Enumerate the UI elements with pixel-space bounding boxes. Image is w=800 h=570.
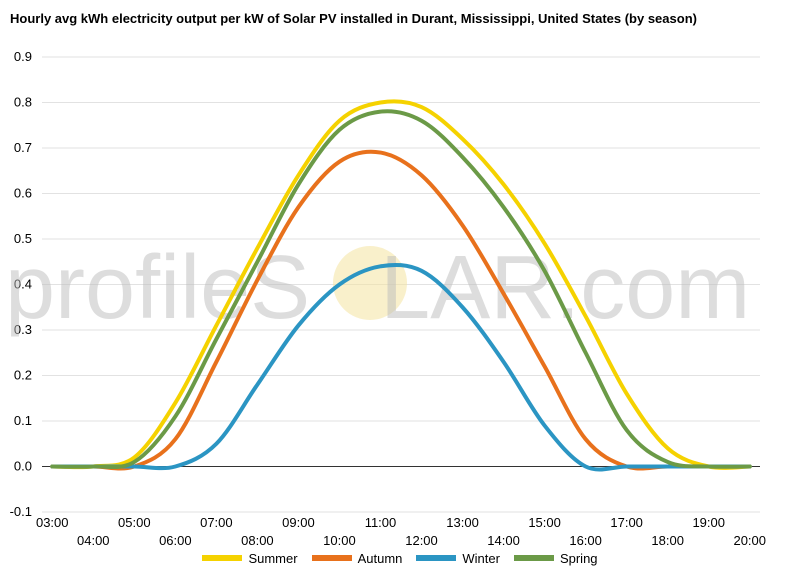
legend-swatch bbox=[513, 555, 554, 561]
x-tick-label: 20:00 bbox=[733, 533, 766, 548]
series-line-winter bbox=[50, 262, 752, 472]
x-tick-label: 19:00 bbox=[692, 515, 725, 530]
watermark-part: profileS bbox=[5, 238, 310, 338]
y-tick-label: -0.1 bbox=[10, 504, 32, 519]
series-line-spring bbox=[50, 109, 752, 470]
legend-item-spring[interactable]: Spring bbox=[513, 550, 598, 566]
y-tick-label: 0.4 bbox=[14, 277, 32, 292]
x-tick-label: 08:00 bbox=[241, 533, 274, 548]
x-tick-label: 13:00 bbox=[446, 515, 479, 530]
x-tick-label: 10:00 bbox=[323, 533, 356, 548]
x-tick-label: 14:00 bbox=[487, 533, 520, 548]
legend-swatch bbox=[202, 555, 243, 561]
legend-label: Autumn bbox=[357, 550, 403, 566]
legend-label: Spring bbox=[559, 550, 598, 566]
series-line-summer bbox=[50, 99, 752, 470]
legend: Summer Autumn Winter Spring bbox=[0, 549, 800, 567]
legend-item-autumn[interactable]: Autumn bbox=[311, 550, 403, 566]
x-tick-label: 18:00 bbox=[651, 533, 684, 548]
y-tick-label: 0.7 bbox=[14, 140, 32, 155]
x-tick-label: 06:00 bbox=[159, 533, 192, 548]
watermark-part: LAR.com bbox=[380, 238, 750, 338]
x-tick-label: 04:00 bbox=[77, 533, 110, 548]
x-tick-label: 09:00 bbox=[282, 515, 315, 530]
y-tick-label: 0.1 bbox=[14, 413, 32, 428]
legend-item-summer[interactable]: Summer bbox=[202, 550, 298, 566]
x-tick-label: 03:00 bbox=[36, 515, 69, 530]
x-tick-label: 15:00 bbox=[528, 515, 561, 530]
legend-swatch bbox=[416, 555, 457, 561]
legend-label: Summer bbox=[248, 550, 298, 566]
y-tick-label: 0.9 bbox=[14, 49, 32, 64]
x-tick-label: 11:00 bbox=[365, 515, 397, 530]
y-tick-label: 0.0 bbox=[14, 459, 32, 474]
x-tick-label: 17:00 bbox=[610, 515, 643, 530]
y-tick-label: 0.8 bbox=[14, 95, 32, 110]
x-tick-label: 05:00 bbox=[118, 515, 151, 530]
legend-label: Winter bbox=[462, 550, 500, 566]
x-tick-label: 07:00 bbox=[200, 515, 233, 530]
watermark: profileSOLAR.com bbox=[5, 238, 750, 338]
legend-item-winter[interactable]: Winter bbox=[416, 551, 500, 566]
chart-title: Hourly avg kWh electricity output per kW… bbox=[10, 11, 697, 26]
watermark-part: O bbox=[310, 238, 380, 338]
legend-swatch bbox=[311, 555, 352, 561]
x-tick-label: 16:00 bbox=[569, 533, 602, 548]
x-tick-label: 12:00 bbox=[405, 533, 438, 548]
y-tick-label: 0.2 bbox=[14, 368, 32, 383]
y-tick-label: 0.3 bbox=[14, 322, 32, 337]
y-tick-label: 0.6 bbox=[14, 186, 32, 201]
y-tick-label: 0.5 bbox=[14, 231, 32, 246]
